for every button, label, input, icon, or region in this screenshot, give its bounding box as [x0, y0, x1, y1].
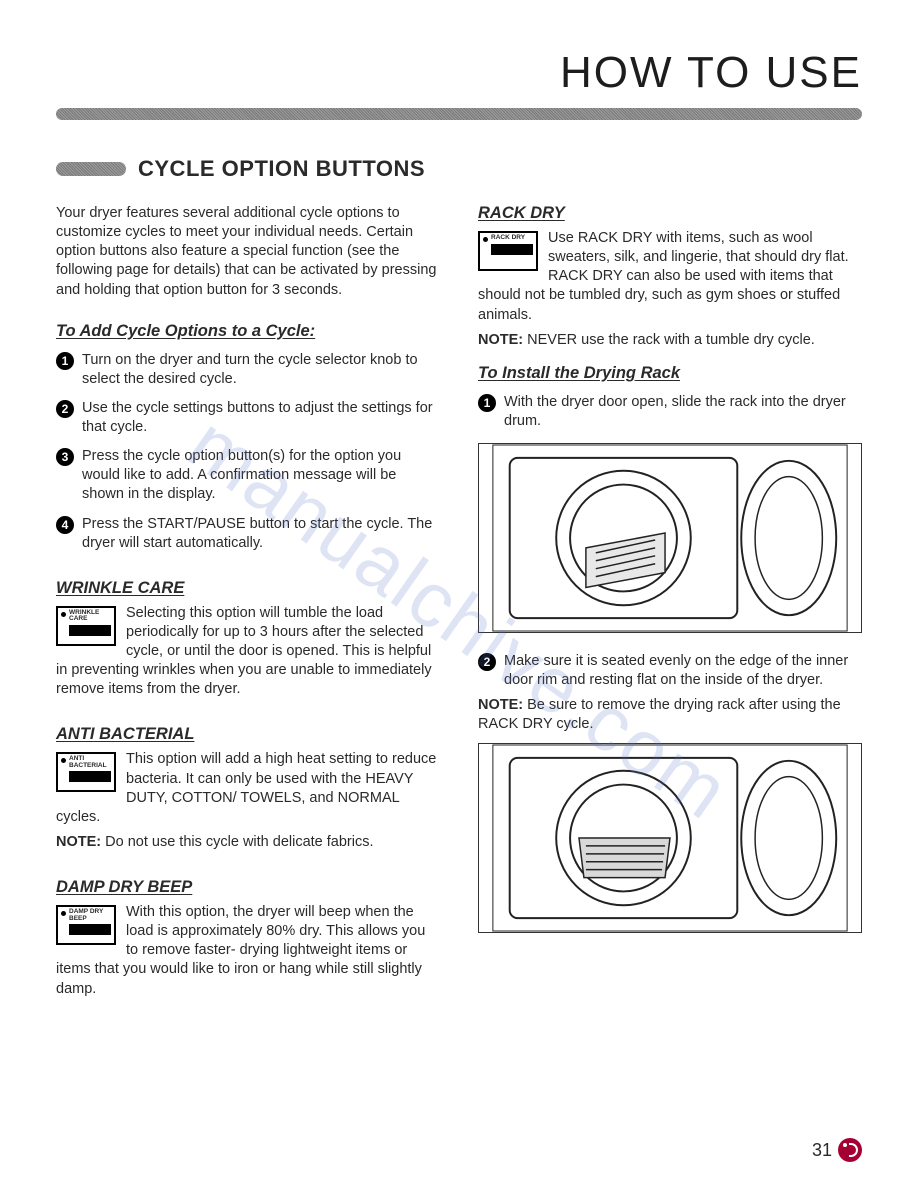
section-pill-icon [56, 162, 126, 176]
step-item: 1 Turn on the dryer and turn the cycle s… [56, 351, 440, 389]
rack-dry-title: RACK DRY [478, 204, 862, 223]
step-number-badge: 1 [56, 352, 74, 370]
anti-bacterial-block: ANTI BACTERIAL ANTI BACTERIAL This optio… [56, 725, 440, 852]
step-number-badge: 2 [478, 653, 496, 671]
right-column: RACK DRY RACK DRY Use RACK DRY with item… [478, 204, 862, 1025]
step-text: Turn on the dryer and turn the cycle sel… [82, 351, 440, 389]
lg-logo-icon [838, 1138, 862, 1162]
left-column: Your dryer features several additional c… [56, 204, 440, 1025]
step-item: 2 Use the cycle settings buttons to adju… [56, 399, 440, 437]
step-item: 3 Press the cycle option button(s) for t… [56, 447, 440, 504]
step-number-badge: 2 [56, 400, 74, 418]
step-number-badge: 4 [56, 516, 74, 534]
dryer-rack-figure-1 [478, 443, 862, 633]
install-step-text: With the dryer door open, slide the rack… [504, 393, 862, 431]
step-text: Press the cycle option button(s) for the… [82, 447, 440, 504]
anti-bacterial-title: ANTI BACTERIAL [56, 725, 440, 744]
damp-dry-block: DAMP DRY BEEP DAMP DRY BEEP With this op… [56, 878, 440, 999]
wrinkle-care-icon: WRINKLE CARE [56, 606, 116, 646]
damp-dry-title: DAMP DRY BEEP [56, 878, 440, 897]
icon-label: DAMP DRY BEEP [69, 909, 111, 922]
anti-bacterial-note: NOTE: Do not use this cycle with delicat… [56, 833, 440, 852]
rack-dry-icon: RACK DRY [478, 231, 538, 271]
rack-dry-block: RACK DRY RACK DRY Use RACK DRY with item… [478, 204, 862, 350]
icon-label: ANTI BACTERIAL [69, 756, 111, 769]
icon-label: WRINKLE CARE [69, 610, 111, 623]
dryer-rack-figure-2 [478, 743, 862, 933]
header-divider [56, 108, 862, 120]
wrinkle-care-block: WRINKLE CARE WRINKLE CARE Selecting this… [56, 579, 440, 700]
step-text: Press the START/PAUSE button to start th… [82, 515, 440, 553]
section-title: CYCLE OPTION BUTTONS [138, 156, 425, 182]
step-number-badge: 1 [478, 394, 496, 412]
step-number-badge: 3 [56, 448, 74, 466]
section-header: CYCLE OPTION BUTTONS [56, 156, 862, 182]
anti-bacterial-icon: ANTI BACTERIAL [56, 752, 116, 792]
icon-label: RACK DRY [491, 235, 533, 242]
damp-dry-icon: DAMP DRY BEEP [56, 905, 116, 945]
add-cycle-heading: To Add Cycle Options to a Cycle: [56, 322, 440, 341]
install-step-item: 2 Make sure it is seated evenly on the e… [478, 652, 862, 690]
install-note: NOTE: Be sure to remove the drying rack … [478, 696, 862, 734]
rack-dry-note: NOTE: NEVER use the rack with a tumble d… [478, 331, 862, 350]
page-header-title: HOW TO USE [56, 48, 862, 98]
step-text: Use the cycle settings buttons to adjust… [82, 399, 440, 437]
wrinkle-care-title: WRINKLE CARE [56, 579, 440, 598]
install-step-text: Make sure it is seated evenly on the edg… [504, 652, 862, 690]
page-number: 31 [812, 1140, 832, 1161]
step-item: 4 Press the START/PAUSE button to start … [56, 515, 440, 553]
intro-text: Your dryer features several additional c… [56, 204, 440, 300]
install-step-item: 1 With the dryer door open, slide the ra… [478, 393, 862, 431]
install-rack-heading: To Install the Drying Rack [478, 364, 862, 383]
page-footer: 31 [812, 1138, 862, 1162]
